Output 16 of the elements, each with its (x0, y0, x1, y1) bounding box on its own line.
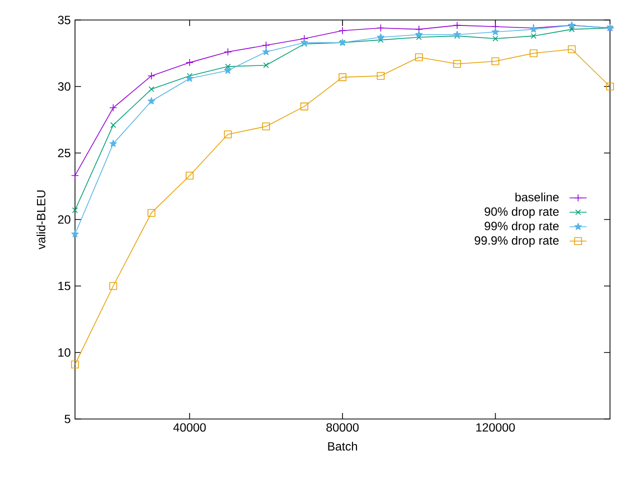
y-tick-label: 35 (58, 16, 70, 24)
y-tick-label: 5 (64, 414, 70, 424)
x-tick-label: 40000 (173, 423, 206, 432)
legend-label: 90% drop rate (484, 207, 559, 218)
legend-label: baseline (515, 192, 559, 202)
legend-label: 99% drop rate (484, 222, 559, 233)
x-axis-title: Batch (328, 442, 358, 451)
x-tick-label: 80000 (326, 423, 359, 432)
legend-label: 99.9% drop rate (474, 236, 559, 248)
y-tick-label: 20 (58, 215, 70, 224)
y-tick-label: 30 (58, 82, 70, 91)
y-axis-title: valid-BLEU (36, 190, 46, 250)
y-tick-label: 15 (58, 282, 70, 290)
x-tick-label: 120000 (476, 423, 515, 432)
y-tick-label: 25 (58, 148, 70, 158)
y-tick-label: 10 (58, 348, 70, 357)
